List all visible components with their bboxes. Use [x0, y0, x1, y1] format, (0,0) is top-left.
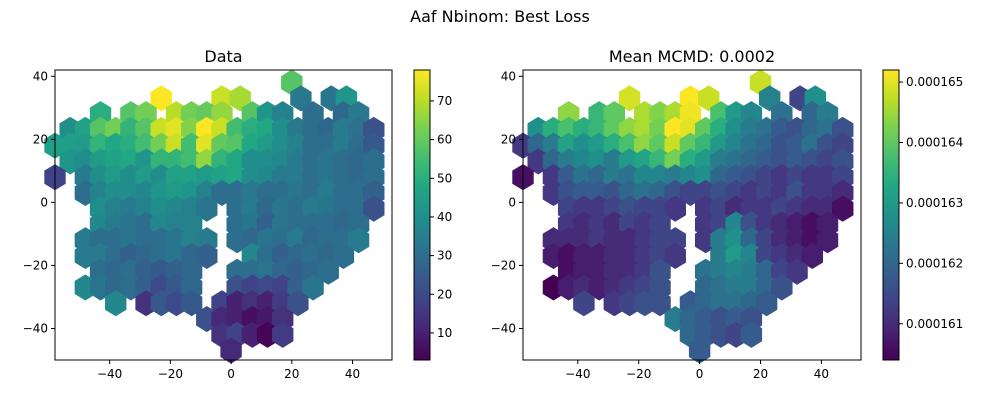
y-tick-label: −20	[491, 258, 516, 272]
y-tick-label: −20	[23, 258, 48, 272]
colorbar-tick-label: 0.000162	[906, 256, 963, 270]
panel-data-colorbar: 10 20 30 40 50 60 70	[413, 69, 452, 361]
panel-model-x-ticks: −40 −20 0 20 40	[565, 360, 829, 381]
colorbar-tick-label: 0.000165	[906, 75, 963, 89]
hexbin-cell	[287, 290, 309, 317]
x-tick-label: 20	[753, 367, 768, 381]
colorbar-tick-label: 20	[437, 287, 452, 301]
x-tick-label: 20	[284, 367, 299, 381]
x-tick-label: 0	[227, 367, 235, 381]
hexbin-cell	[573, 290, 595, 317]
hexbin-cell	[229, 85, 251, 112]
y-tick-label: 0	[40, 195, 48, 209]
hexbin-cell	[180, 290, 203, 317]
y-tick-label: −40	[491, 321, 516, 335]
hexbin-cell	[290, 85, 312, 112]
colorbar-tick-label: 40	[437, 210, 452, 224]
x-tick-label: −20	[158, 367, 183, 381]
hexbin-cell	[618, 85, 641, 112]
colorbar-tick-label: 10	[437, 326, 452, 340]
figure-suptitle: Aaf Nbinom: Best Loss	[410, 7, 590, 26]
hexbin-cell	[196, 242, 218, 270]
colorbar-tick-label: 0.000164	[906, 136, 963, 150]
hexbin-cell	[786, 258, 808, 285]
hexbin-cell	[755, 290, 778, 317]
hexbin-cell	[664, 242, 686, 270]
panel-model-y-ticks: −40 −20 0 20 40	[491, 69, 523, 335]
colorbar-tick-label: 60	[437, 133, 452, 147]
hexbin-cell	[150, 85, 172, 112]
hexbin-cell	[105, 290, 127, 317]
y-tick-label: 40	[501, 69, 516, 83]
hexbin-cell	[196, 195, 218, 222]
colorbar-tick-label: 50	[437, 171, 452, 185]
panel-model-frame	[522, 69, 862, 361]
hexbin-cell	[801, 242, 824, 270]
hexbin-cell	[272, 321, 294, 348]
x-tick-label: 40	[814, 367, 829, 381]
y-tick-label: 40	[33, 69, 48, 83]
panel-data-frame	[54, 69, 393, 361]
colorbar	[413, 69, 431, 361]
colorbar-tick-label: 0.000161	[906, 317, 963, 331]
panel-data-y-ticks: −40 −20 0 20 40	[23, 69, 55, 335]
hexbin-cell	[302, 274, 324, 301]
colorbar-tick-label: 70	[437, 94, 452, 108]
hexbin-cell	[816, 227, 839, 254]
colorbar-tick-label: 30	[437, 249, 452, 263]
hexbin-cell	[347, 227, 370, 254]
panel-model-title: Mean MCMD: 0.0002	[609, 47, 775, 66]
hexbin-cell	[740, 321, 763, 348]
panel-data: Data −40 −20 0 20 40 −40 −20 0 20 40 10 20 30 40 50 6…	[23, 47, 453, 381]
panel-data-hexbins	[44, 69, 385, 364]
panel-model-hexbins	[512, 69, 854, 364]
x-tick-label: −40	[97, 367, 122, 381]
x-tick-label: −20	[626, 367, 651, 381]
hexbin-cell	[363, 195, 385, 222]
colorbar-tick-label: 0.000163	[906, 196, 963, 210]
colorbar	[882, 69, 900, 361]
hexbin-cell	[649, 290, 671, 317]
x-tick-label: 40	[345, 367, 360, 381]
hexbin-cell	[832, 195, 854, 222]
hexbin-cell	[698, 85, 720, 112]
x-tick-label: 0	[696, 367, 704, 381]
y-tick-label: 20	[33, 132, 48, 146]
panel-data-x-ticks: −40 −20 0 20 40	[97, 360, 360, 381]
hexbin-cell	[317, 258, 339, 285]
hexbin-cell	[758, 85, 781, 112]
hexbin-cell	[771, 274, 793, 301]
hexbin-cell	[664, 195, 686, 222]
panel-data-title: Data	[204, 47, 242, 66]
y-tick-label: −40	[23, 321, 48, 335]
x-tick-label: −40	[565, 367, 590, 381]
panel-model: Mean MCMD: 0.0002 −40 −20 0 20 40 −40 −20 0 20 4…	[491, 47, 964, 381]
panel-model-colorbar: 0.000161 0.000162 0.000163 0.000164 0.000165	[882, 69, 963, 361]
y-tick-label: 20	[501, 132, 516, 146]
y-tick-label: 0	[508, 195, 516, 209]
hexbin-cell	[332, 242, 355, 270]
